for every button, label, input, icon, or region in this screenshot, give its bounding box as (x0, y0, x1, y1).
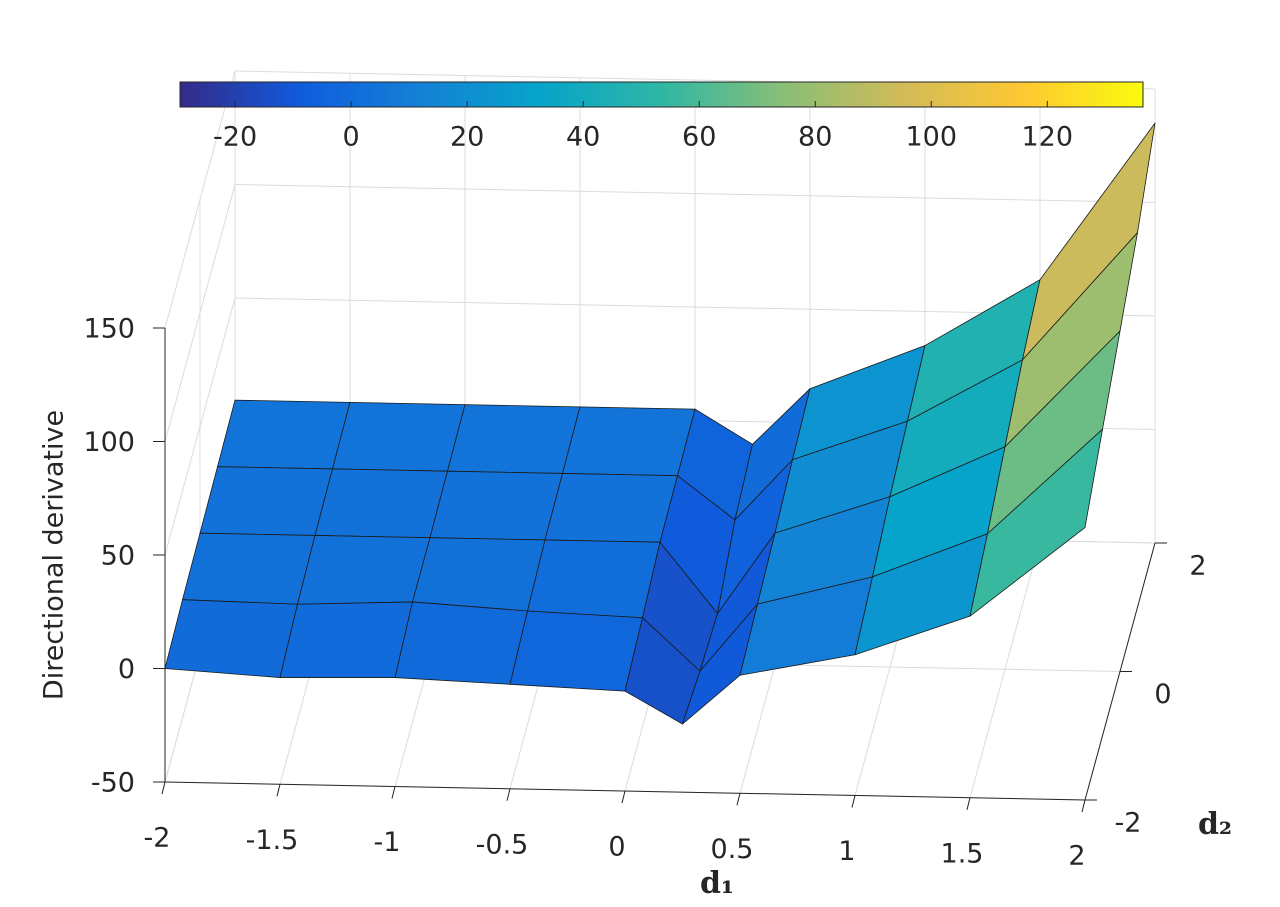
x-tick (161, 781, 166, 795)
surface-patch (314, 468, 448, 539)
surface-patch (527, 539, 661, 619)
grid-line (164, 184, 236, 442)
surface-patch (562, 406, 696, 477)
surface-patch (969, 428, 1103, 617)
surface (164, 122, 1156, 725)
surface-patch (509, 610, 643, 692)
grid-line (164, 297, 236, 556)
x-tick (391, 786, 396, 799)
y-axis-label: d₂ (1198, 807, 1232, 842)
surface-patch (217, 399, 351, 470)
surface-patch (332, 401, 466, 472)
colorbar (179, 81, 1144, 108)
z-tick-label: 100 (83, 427, 135, 458)
x-axis-label: d₁ (700, 866, 734, 901)
z-axis-label: Directional derivative (39, 410, 70, 700)
colorbar-tick-label: 0 (343, 122, 360, 153)
x-tick-label: -1 (374, 827, 401, 858)
colorbar-tick-label: 80 (798, 122, 832, 153)
colorbar-tick-label: 120 (1022, 122, 1074, 153)
z-tick-label: 0 (118, 654, 135, 685)
surface-patch (394, 601, 528, 685)
colorbar-tick-label: 40 (566, 122, 600, 153)
x-tick (1081, 799, 1086, 813)
y-tick-label: 2 (1189, 551, 1206, 582)
x-tick (621, 790, 626, 804)
x-tick (506, 788, 511, 801)
x-tick (966, 797, 971, 810)
x-tick-label: 1 (838, 836, 855, 867)
y-tick-label: 0 (1154, 679, 1171, 710)
surface-patch (447, 404, 581, 474)
z-tick-label: 150 (83, 314, 135, 345)
x-tick-label: 0 (608, 832, 625, 863)
x-tick (736, 793, 741, 806)
x-tick-label: -2 (144, 823, 171, 854)
x-tick (276, 784, 281, 797)
axes: -2 -1.5 -1 -0.5 0 0.5 1 1.5 2 -2 0 2 -50 0 50 100 150 (83, 314, 1206, 872)
surface-patch (182, 532, 316, 605)
z-tick-label: -50 (91, 768, 135, 799)
z-tick-label: 50 (101, 541, 135, 572)
x-tick-label: 0.5 (711, 834, 754, 865)
surface-patch (297, 535, 431, 605)
x-tick (851, 795, 856, 808)
surface-patch (164, 599, 298, 678)
x-tick-label: 1.5 (941, 838, 984, 869)
x-tick-label: 2 (1068, 841, 1085, 872)
x-tick-label: -1.5 (246, 825, 299, 856)
colorbar-tick-label: 100 (905, 122, 957, 153)
surface-patch (544, 473, 678, 543)
x-tick-label: -0.5 (476, 829, 529, 860)
surface-patch (412, 537, 546, 612)
colorbar-tick-label: 60 (682, 122, 716, 153)
y-tick-label: -2 (1115, 808, 1142, 839)
grid-line (164, 70, 236, 329)
colorbar-tick-label: 20 (450, 122, 484, 153)
grid-line (234, 184, 1156, 203)
surface-patch (429, 470, 563, 541)
surface-patch (279, 601, 413, 678)
surface-patch (199, 466, 333, 536)
colorbar-tick-label: -20 (213, 122, 257, 153)
